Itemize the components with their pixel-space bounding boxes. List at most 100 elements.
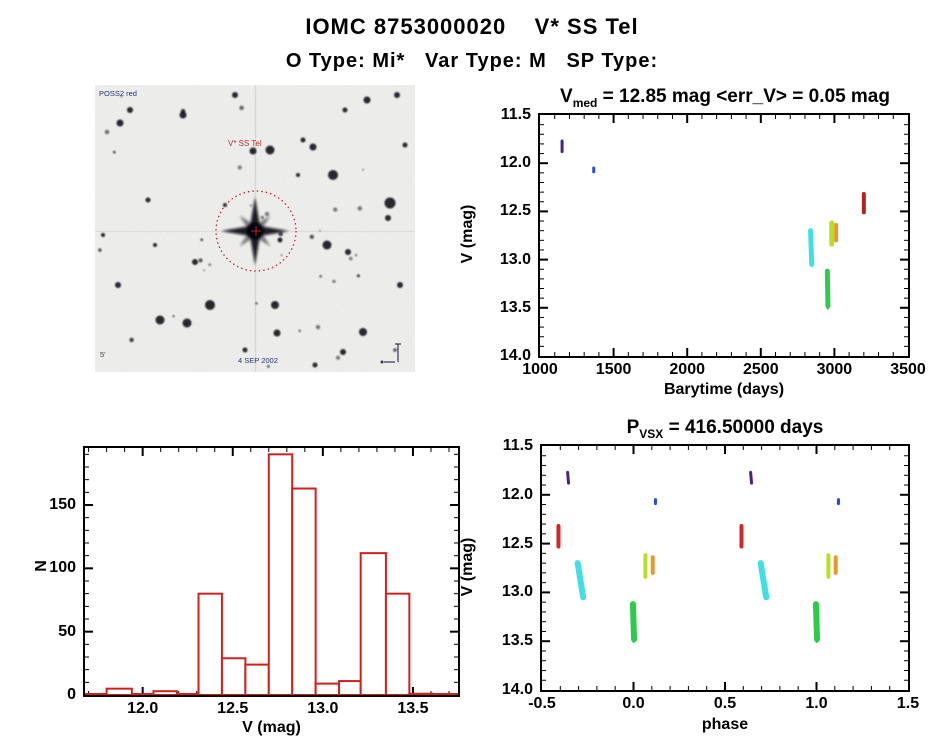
histogram-bar [105, 687, 133, 697]
object-type-line: O Type: Mi* Var Type: M SP Type: [285, 50, 659, 72]
field-star [273, 329, 281, 337]
field-star [315, 325, 321, 330]
data-cluster [566, 470, 571, 485]
histogram-bar [267, 453, 294, 697]
histogram-yaxis-label: N [33, 560, 50, 572]
field-star [333, 207, 338, 212]
field-star [113, 150, 116, 154]
page-title: IOMC 8753000020 V* SS Tel [305, 14, 639, 39]
phase-y-tick-label: 14.0 [501, 681, 533, 698]
field-star [232, 92, 238, 98]
field-star [300, 137, 306, 143]
field-star [265, 145, 275, 155]
phase-xaxis-label: phase [701, 716, 749, 733]
histogram-x-tick-label: 12.0 [127, 700, 159, 717]
field-star [271, 301, 279, 309]
phase-x-tick-label: 1.5 [896, 695, 920, 712]
field-stars [98, 92, 408, 368]
phase-y-tick-label: 13.0 [501, 583, 533, 601]
phase-canvas [542, 446, 908, 690]
data-cluster [808, 228, 815, 267]
field-star [116, 119, 124, 127]
histogram-y-tick-label: 100 [49, 559, 76, 577]
histogram-bar [220, 657, 247, 696]
field-star [255, 302, 258, 305]
lightcurve-canvas [540, 115, 908, 356]
field-star [362, 169, 364, 171]
field-star [394, 92, 400, 98]
field-star [348, 256, 353, 261]
histogram-bar [291, 487, 317, 696]
field-star [239, 105, 244, 111]
field-star [200, 238, 204, 242]
orientation-marker [380, 343, 401, 364]
lightcurve-yaxis-label: V (mag) [459, 204, 476, 264]
histogram-xaxis-label: V (mag) [242, 719, 301, 736]
field-star [205, 300, 215, 310]
histogram-canvas [85, 448, 458, 697]
field-star [342, 107, 348, 113]
field-star [393, 348, 397, 352]
histogram-bar [244, 663, 270, 697]
lightcurve-title-sub: med [572, 95, 598, 110]
phase-title-rest: = 416.50000 days [663, 417, 824, 438]
field-star [335, 355, 341, 360]
field-star [397, 282, 403, 288]
field-star [309, 234, 314, 239]
lightcurve-xaxis-label: Barytime (days) [663, 381, 785, 398]
phase-plot-title: PVSX = 416.50000 days [540, 417, 910, 441]
field-star [155, 315, 165, 325]
field-star [208, 263, 212, 267]
field-star [319, 229, 321, 232]
field-star [203, 269, 206, 272]
histogram-y-tick-label: 50 [58, 622, 76, 640]
field-star [319, 274, 323, 278]
histogram-y-tick-label: 0 [67, 686, 76, 703]
field-star [355, 254, 358, 257]
field-star [357, 206, 363, 211]
phase-x-tick-label: 0.0 [622, 695, 645, 712]
data-cluster [574, 560, 587, 601]
phase-y-tick-label: 11.5 [502, 437, 533, 454]
data-cluster [824, 268, 831, 309]
lightcurve-y-tick-label: 12.0 [499, 154, 531, 172]
field-star [249, 147, 257, 155]
magnitude-histogram [83, 446, 460, 697]
histogram-bar [384, 592, 411, 697]
field-star [345, 249, 351, 255]
phase-x-tick-label: 1.0 [805, 695, 828, 712]
phase-title-base: P [626, 417, 640, 438]
data-cluster [749, 470, 754, 485]
lightcurve-y-tick-label: 11.5 [500, 106, 531, 123]
field-star [101, 233, 105, 237]
field-star [385, 215, 391, 221]
data-cluster [757, 560, 770, 601]
field-star [127, 107, 133, 113]
field-star [328, 170, 338, 180]
field-star [309, 143, 317, 151]
field-star [356, 274, 360, 278]
field-star [98, 248, 102, 252]
field-star [182, 318, 192, 328]
histogram-bar [359, 552, 387, 696]
histogram-bar [152, 690, 178, 696]
histogram-x-tick-label: 12.5 [217, 700, 249, 717]
field-star [340, 349, 346, 355]
phase-plot [540, 444, 910, 692]
finder-chart-canvas: V* SS Tel POSS2 red 4 SEP 2002 5' [95, 85, 415, 372]
scale-label: 5' [100, 350, 106, 359]
phase-y-tick-label: 13.5 [501, 632, 533, 650]
phase-x-tick-label: -0.5 [528, 695, 556, 712]
field-star [332, 279, 336, 283]
field-star [280, 254, 283, 257]
phase-y-tick-label: 12.5 [501, 534, 533, 552]
finder-chart-image: V* SS Tel POSS2 red 4 SEP 2002 5' [95, 85, 415, 372]
lightcurve-y-tick-label: 14.0 [499, 347, 531, 364]
field-star [363, 96, 371, 104]
field-star [384, 197, 396, 209]
data-cluster [812, 601, 821, 643]
phase-x-tick-label: 0.5 [713, 695, 737, 712]
field-star [120, 95, 123, 98]
survey-label: POSS2 red [99, 89, 137, 98]
histogram-bar [338, 680, 362, 696]
